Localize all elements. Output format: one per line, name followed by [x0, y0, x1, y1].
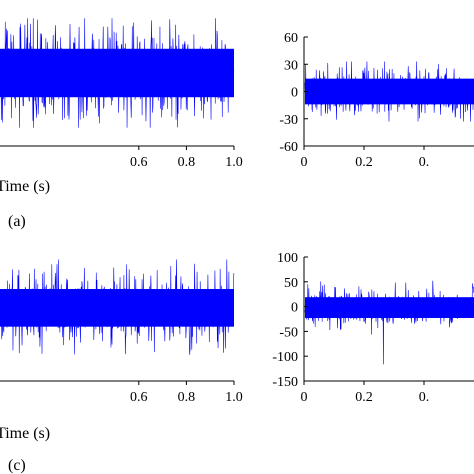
x-tick-label: 0.8: [178, 390, 196, 405]
x-ticks: 0 0.2 0.: [301, 381, 430, 405]
series-core-band: [305, 297, 474, 318]
y-tick-label: 0: [291, 301, 298, 316]
series-core-band: [305, 78, 474, 105]
y-tick-label: 60: [284, 31, 298, 46]
x-tick-label: 0: [301, 390, 308, 405]
y-ticks: 100 50 0 -50 -100 -150: [272, 251, 308, 390]
series-core-band: [0, 289, 234, 327]
signal-trace: [304, 61, 474, 122]
x-tick-label: 0.2: [355, 155, 373, 170]
y-tick-label: 30: [284, 58, 298, 73]
panel-bottom-right: 0 0.2 0. 100 50 0 -50 -100 -150: [272, 251, 474, 405]
panel-top-left: 0.6 0.8 1.0 Time (s): [0, 18, 243, 195]
panel-label-c: (c): [8, 457, 26, 474]
x-tick-label: 1.0: [225, 390, 243, 405]
x-tick-label: 0.6: [130, 390, 148, 405]
x-axis-label: Time (s): [0, 178, 50, 195]
y-tick-label: -100: [272, 350, 298, 365]
x-tick-label: 0.6: [130, 155, 148, 170]
signal-trace: [0, 18, 235, 128]
x-ticks: 0.6 0.8 1.0: [130, 381, 243, 405]
x-tick-label: 1.0: [225, 155, 243, 170]
x-ticks: 0.6 0.8 1.0: [130, 146, 243, 170]
x-tick-label: 0.: [419, 155, 430, 170]
series-line: [304, 280, 474, 365]
panel-top-right: 0 0.2 0. 60 30 0 -30 -60: [279, 31, 474, 170]
panel-label-a: (a): [8, 213, 26, 230]
series-core-band: [0, 48, 234, 98]
x-ticks: 0 0.2 0.: [301, 146, 430, 170]
x-tick-label: 0: [301, 155, 308, 170]
signal-trace: [0, 259, 235, 355]
y-tick-label: -30: [279, 113, 298, 128]
y-tick-label: 100: [277, 251, 298, 266]
x-tick-label: 0.: [419, 390, 430, 405]
x-tick-label: 0.8: [178, 155, 196, 170]
y-tick-label: 0: [291, 86, 298, 101]
y-tick-label: -50: [279, 325, 298, 340]
y-tick-label: -60: [279, 140, 298, 155]
y-tick-label: -150: [272, 375, 298, 390]
x-axis-label: Time (s): [0, 425, 50, 442]
panel-bottom-left: 0.6 0.8 1.0 Time (s): [0, 259, 243, 442]
signal-trace: [304, 280, 474, 365]
x-tick-label: 0.2: [355, 390, 373, 405]
y-tick-label: 50: [284, 276, 298, 291]
y-ticks: 60 30 0 -30 -60: [279, 31, 308, 155]
